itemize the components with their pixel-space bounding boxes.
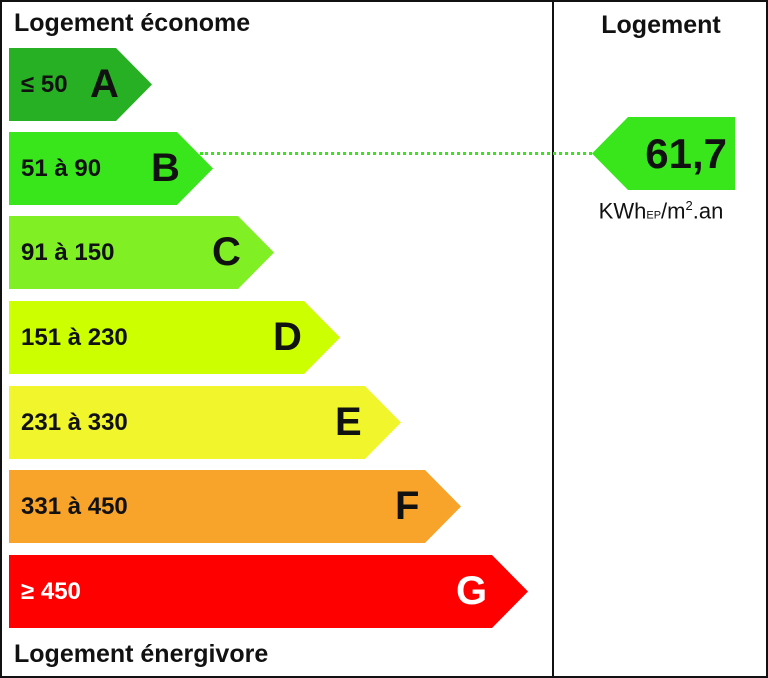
energy-class-e: 231 à 330 E bbox=[9, 386, 401, 459]
unit-per-area: /m bbox=[661, 198, 686, 224]
energy-class-g: ≥ 450 G bbox=[9, 555, 528, 628]
energy-class-d: 151 à 230 D bbox=[9, 301, 340, 374]
class-letter: B bbox=[151, 146, 180, 190]
class-arrow-shape bbox=[9, 470, 461, 543]
label-economical: Logement économe bbox=[14, 9, 251, 37]
label-dwelling-column: Logement bbox=[601, 11, 721, 39]
energy-class-b: 51 à 90 B bbox=[9, 132, 213, 205]
class-letter: F bbox=[395, 484, 420, 528]
class-range: 51 à 90 bbox=[21, 155, 102, 182]
column-divider bbox=[552, 0, 554, 678]
class-range: 331 à 450 bbox=[21, 493, 128, 520]
class-range: 231 à 330 bbox=[21, 409, 128, 436]
class-arrow-shape bbox=[9, 555, 528, 628]
class-arrow-shape bbox=[9, 386, 401, 459]
class-letter: A bbox=[90, 62, 119, 106]
class-letter: E bbox=[335, 400, 362, 444]
class-range: 151 à 230 bbox=[21, 324, 128, 351]
label-energy-intensive: Logement énergivore bbox=[14, 640, 269, 668]
consumption-value: 61,7 bbox=[645, 130, 727, 177]
unit-superscript: 2 bbox=[685, 198, 693, 213]
unit-per-year: .an bbox=[692, 198, 724, 224]
class-letter: C bbox=[212, 230, 241, 274]
consumption-unit: KWhEP/m2.an bbox=[554, 198, 768, 224]
class-arrow-shape bbox=[9, 132, 213, 205]
class-arrow-shape bbox=[9, 301, 340, 374]
energy-class-c: 91 à 150 C bbox=[9, 216, 274, 289]
energy-class-f: 331 à 450 F bbox=[9, 470, 461, 543]
class-range: 91 à 150 bbox=[21, 239, 115, 266]
class-indicator-line bbox=[200, 152, 592, 155]
energy-class-a: ≤ 50 A bbox=[9, 48, 152, 121]
class-letter: G bbox=[456, 569, 488, 613]
class-arrow-shape bbox=[9, 216, 274, 289]
class-letter: D bbox=[273, 315, 302, 359]
unit-subscript: EP bbox=[646, 209, 662, 222]
class-range: ≤ 50 bbox=[21, 71, 68, 98]
class-range: ≥ 450 bbox=[21, 578, 81, 605]
unit-main: KWh bbox=[598, 198, 647, 224]
